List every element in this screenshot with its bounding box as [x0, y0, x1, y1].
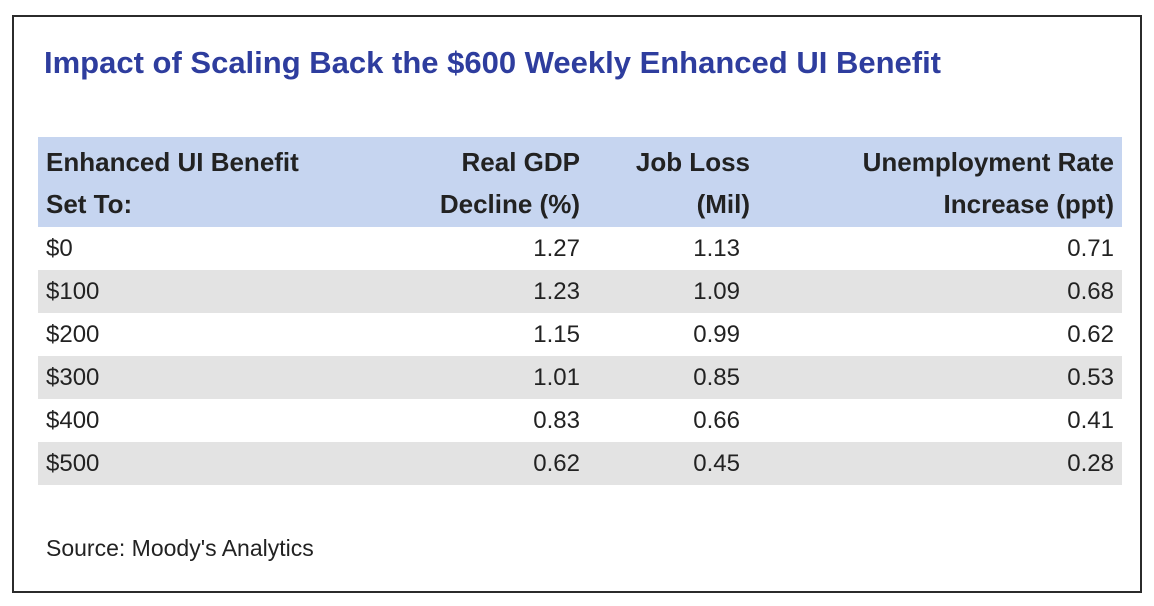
cell-gdp-decline: 1.01: [338, 356, 588, 399]
column-header-job-loss: Job Loss (Mil): [588, 137, 758, 227]
cell-benefit: $200: [46, 320, 100, 348]
header-line: Unemployment Rate: [862, 147, 1114, 177]
table-row: $500 0.62 0.45 0.28: [38, 442, 1122, 485]
cell-gdp-decline: 1.15: [533, 320, 580, 348]
table-frame: Impact of Scaling Back the $600 Weekly E…: [12, 15, 1142, 593]
cell-benefit: $400: [46, 406, 100, 434]
table-row: $200 1.15 0.99 0.62: [38, 313, 1122, 356]
cell-job-loss: 0.66: [693, 406, 740, 434]
table-row: $100 1.23 1.09 0.68: [38, 270, 1122, 313]
table-row: $300 1.01 0.85 0.53: [38, 356, 1122, 399]
cell-job-loss: 0.99: [693, 320, 740, 348]
table-title: Impact of Scaling Back the $600 Weekly E…: [44, 45, 942, 80]
cell-unemployment-increase: 0.53: [758, 356, 1122, 399]
cell-job-loss: 0.85: [588, 356, 758, 399]
header-line: Real GDP: [461, 147, 581, 177]
cell-gdp-decline: 1.27: [533, 234, 580, 262]
cell-benefit: $500: [38, 442, 338, 485]
data-table: Enhanced UI Benefit Set To: Real GDP Dec…: [38, 137, 1122, 485]
table-row: $0 1.27 1.13 0.71: [38, 227, 1122, 270]
column-header-benefit: Enhanced UI Benefit Set To:: [38, 137, 338, 227]
table-row: $400 0.83 0.66 0.41: [38, 399, 1122, 442]
cell-job-loss: 0.45: [588, 442, 758, 485]
header-line: Set To:: [46, 189, 133, 219]
header-line: Increase (ppt): [943, 189, 1115, 219]
cell-unemployment-increase: 0.68: [758, 270, 1122, 313]
header-line: Job Loss: [635, 147, 750, 177]
cell-job-loss: 1.09: [588, 270, 758, 313]
header-line: Enhanced UI Benefit: [46, 147, 299, 177]
header-line: Decline (%): [439, 189, 580, 219]
header-line: (Mil): [696, 189, 750, 219]
cell-benefit: $300: [38, 356, 338, 399]
cell-gdp-decline: 0.62: [338, 442, 588, 485]
cell-gdp-decline: 1.23: [338, 270, 588, 313]
column-header-unemployment-increase: Unemployment Rate Increase (ppt): [758, 137, 1122, 227]
cell-gdp-decline: 0.83: [533, 406, 580, 434]
cell-unemployment-increase: 0.71: [1067, 234, 1114, 262]
cell-job-loss: 1.13: [693, 234, 740, 262]
cell-benefit: $0: [46, 234, 73, 262]
cell-benefit: $100: [38, 270, 338, 313]
cell-unemployment-increase: 0.28: [758, 442, 1122, 485]
header-row: Enhanced UI Benefit Set To: Real GDP Dec…: [38, 137, 1122, 227]
column-header-gdp-decline: Real GDP Decline (%): [338, 137, 588, 227]
source-note: Source: Moody's Analytics: [46, 535, 314, 561]
cell-unemployment-increase: 0.41: [1067, 406, 1114, 434]
cell-unemployment-increase: 0.62: [1067, 320, 1114, 348]
